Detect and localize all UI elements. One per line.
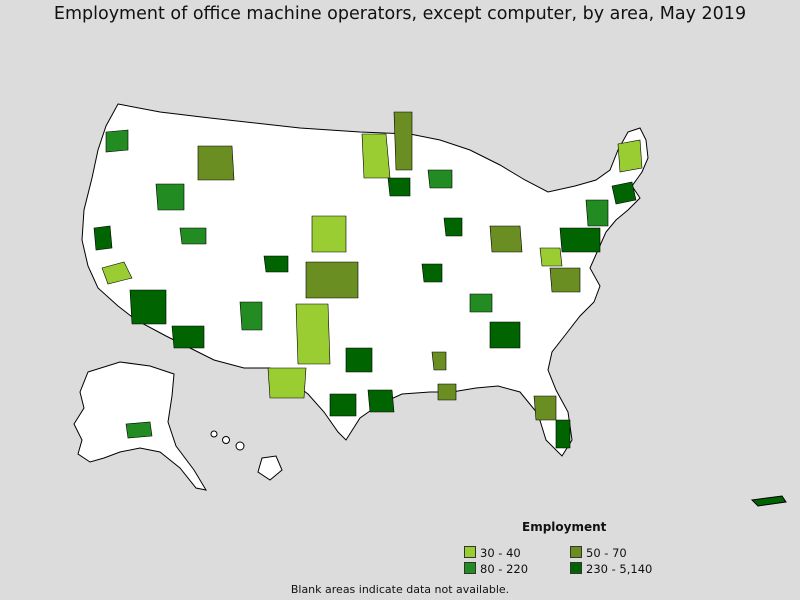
hawaii-shape [210, 430, 283, 481]
shaded-areas [93, 111, 643, 449]
map-title: Employment of office machine operators, … [53, 4, 747, 24]
legend-swatch-230-5140 [570, 562, 582, 574]
puerto-rico-shape [750, 495, 787, 507]
legend-item-80-220: 80 - 220 [464, 562, 528, 576]
legend-label-80-220: 80 - 220 [480, 562, 529, 576]
legend-item-50-70: 50 - 70 [570, 546, 627, 560]
legend-label-230-5140: 230 - 5,140 [586, 562, 653, 576]
legend-swatch-30-40 [464, 546, 476, 558]
map-legend: Employment 30 - 40 50 - 70 80 - 220 230 … [462, 520, 662, 580]
legend-swatch-80-220 [464, 562, 476, 574]
legend-item-230-5140: 230 - 5,140 [570, 562, 652, 576]
legend-label-30-40: 30 - 40 [480, 546, 521, 560]
legend-swatch-50-70 [570, 546, 582, 558]
legend-item-30-40: 30 - 40 [464, 546, 521, 560]
blank-areas-note: Blank areas indicate data not available. [290, 583, 510, 596]
legend-title: Employment [522, 520, 607, 534]
legend-label-50-70: 50 - 70 [586, 546, 627, 560]
